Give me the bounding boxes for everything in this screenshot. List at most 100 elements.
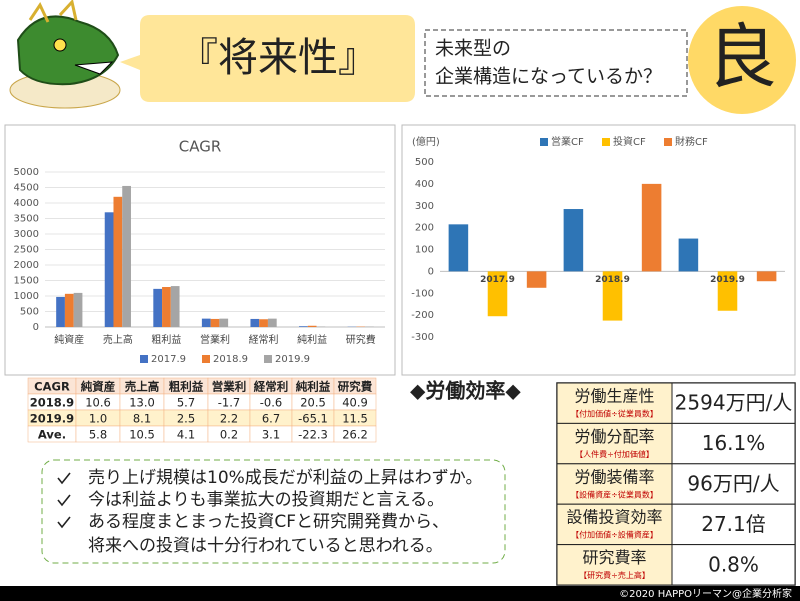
metric-formula: 【付加価値÷従業員数】 bbox=[571, 409, 658, 419]
table-value: 5.7 bbox=[177, 396, 195, 410]
metric-value-cell bbox=[671, 463, 796, 505]
bar bbox=[122, 185, 131, 327]
table-header: 純資産 bbox=[81, 380, 116, 394]
bar bbox=[641, 183, 662, 272]
x-tick-label: 2017.9 bbox=[480, 275, 515, 285]
bar bbox=[756, 271, 777, 282]
x-tick-label: 粗利益 bbox=[151, 333, 181, 346]
x-tick-label: 純利益 bbox=[297, 333, 327, 346]
bar bbox=[487, 271, 508, 317]
table-cell bbox=[333, 425, 377, 443]
y-tick-label: -100 bbox=[411, 288, 434, 299]
bar bbox=[602, 271, 623, 321]
y-tick-label: -200 bbox=[411, 310, 434, 321]
table-value: Ave. bbox=[38, 428, 66, 442]
metric-formula: 【付加価値÷設備資産】 bbox=[571, 530, 658, 540]
bar bbox=[526, 271, 547, 288]
table-value: 26.2 bbox=[342, 428, 368, 442]
y-tick-label: 3500 bbox=[14, 214, 39, 225]
metric-formula: 【研究費÷売上高】 bbox=[579, 570, 650, 580]
bar bbox=[170, 286, 180, 327]
note: 売り上げ規模は10%成長だが利益の上昇はわずか。 bbox=[88, 468, 482, 488]
table-value: 2.5 bbox=[177, 412, 195, 426]
subtitle-line: 未来型の bbox=[435, 38, 511, 60]
check-icons bbox=[57, 472, 71, 529]
bar bbox=[219, 318, 229, 327]
bar bbox=[448, 224, 469, 272]
y-tick-label: 500 bbox=[415, 157, 434, 168]
y-tick-label: 200 bbox=[415, 223, 434, 234]
y-tick-label: 2500 bbox=[14, 245, 39, 256]
x-tick-label: 経常利 bbox=[249, 333, 279, 346]
table-header: CAGR bbox=[34, 380, 70, 394]
table-value: 2018.9 bbox=[30, 396, 74, 410]
x-tick-label: 研究費 bbox=[346, 333, 376, 346]
table-value: 2019.9 bbox=[30, 412, 74, 426]
bar bbox=[201, 318, 211, 327]
bar bbox=[717, 271, 738, 311]
table-value: 40.9 bbox=[342, 396, 368, 410]
x-tick-label: 売上高 bbox=[103, 333, 133, 346]
table-header: 純利益 bbox=[296, 380, 331, 394]
table-header: 売上高 bbox=[125, 380, 160, 394]
y-tick-label: -300 bbox=[411, 332, 434, 343]
table-header: 研究費 bbox=[338, 380, 373, 394]
bar bbox=[113, 196, 123, 327]
mascot bbox=[9, 0, 121, 109]
metric-name-cell bbox=[556, 544, 673, 586]
bar bbox=[56, 296, 65, 327]
metric-value: 27.1倍 bbox=[701, 512, 766, 536]
subtitle-box bbox=[424, 29, 688, 97]
legend-label: 財務CF bbox=[675, 135, 708, 148]
y-tick-label: 5000 bbox=[14, 167, 39, 178]
table-value: 5.8 bbox=[89, 428, 107, 442]
bar bbox=[678, 238, 699, 272]
table-value: 2.2 bbox=[220, 412, 238, 426]
y-tick-label: 3000 bbox=[14, 229, 39, 240]
legend-swatch bbox=[140, 355, 148, 363]
table-value: 11.5 bbox=[342, 412, 368, 426]
metric-name: 設備投資効率 bbox=[566, 508, 662, 527]
x-tick-label: 営業利 bbox=[200, 333, 230, 346]
bar bbox=[267, 318, 277, 327]
y-tick-label: 4500 bbox=[14, 183, 39, 194]
bar bbox=[64, 293, 74, 327]
table-value: 10.6 bbox=[85, 396, 111, 410]
y-tick-label: 500 bbox=[20, 307, 39, 318]
y-tick-label: 1000 bbox=[14, 291, 39, 302]
metric-name: 労働分配率 bbox=[574, 427, 654, 446]
y-tick-label: 2000 bbox=[14, 260, 39, 271]
y-tick-label: 1500 bbox=[14, 276, 39, 287]
x-tick-label: 2019.9 bbox=[710, 275, 745, 285]
bar bbox=[307, 325, 317, 327]
metric-value-cell bbox=[671, 544, 796, 586]
grade-circle bbox=[688, 6, 796, 114]
table-header: 経常利 bbox=[254, 380, 289, 394]
bar bbox=[259, 319, 268, 327]
bar bbox=[210, 318, 220, 327]
table-value: -0.6 bbox=[260, 396, 282, 410]
table-value: 6.7 bbox=[262, 412, 280, 426]
section-title: ◆労働効率◆ bbox=[410, 379, 521, 403]
legend-swatch bbox=[602, 138, 610, 146]
title-bubble bbox=[120, 15, 415, 102]
bar bbox=[153, 288, 163, 327]
metric-value: 16.1% bbox=[702, 431, 766, 455]
metric-name-cell bbox=[556, 463, 673, 505]
table-value: 8.1 bbox=[133, 412, 151, 426]
bar bbox=[104, 212, 114, 327]
legend-swatch bbox=[264, 355, 272, 363]
bar bbox=[162, 287, 171, 327]
bar bbox=[563, 209, 584, 272]
note: ある程度まとまった投資CFと研究開発費から、 bbox=[88, 512, 449, 532]
metric-value: 96万円/人 bbox=[687, 472, 779, 496]
table-value: -1.7 bbox=[218, 396, 240, 410]
y-tick-label: 0 bbox=[33, 322, 39, 333]
y-tick-label: 400 bbox=[415, 179, 434, 190]
legend-swatch bbox=[664, 138, 672, 146]
metric-name-cell bbox=[556, 503, 673, 546]
metric-value: 0.8% bbox=[708, 552, 759, 576]
metric-value-cell bbox=[671, 382, 796, 424]
x-tick-label: 純資産 bbox=[54, 333, 84, 346]
